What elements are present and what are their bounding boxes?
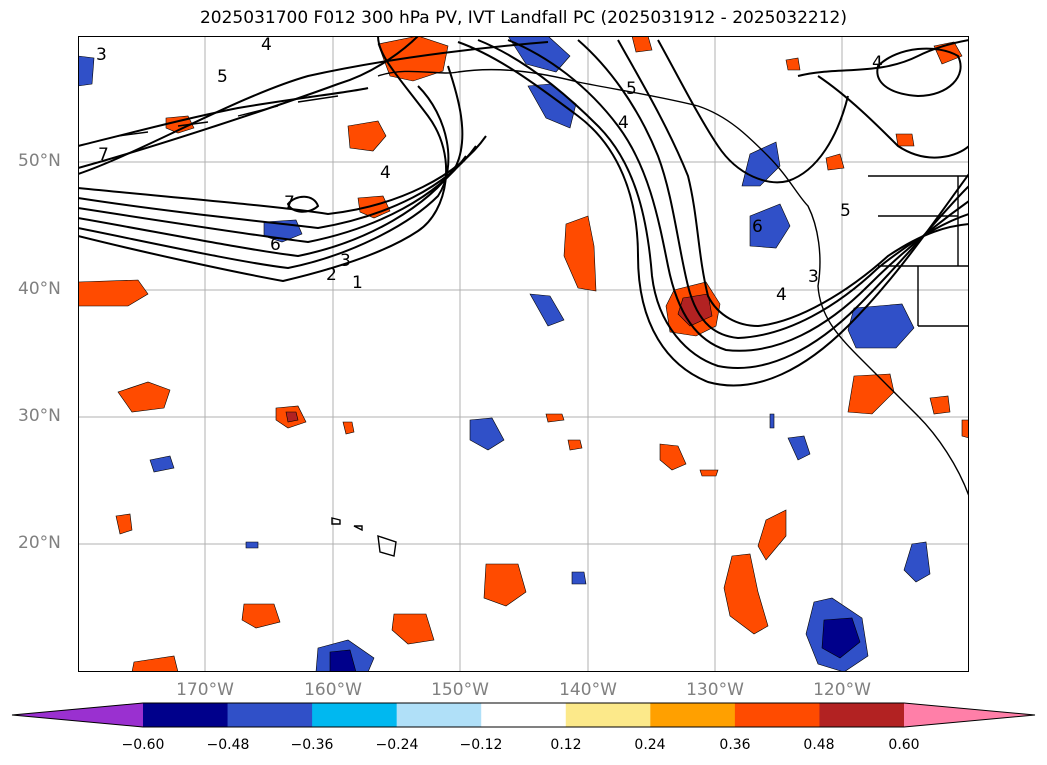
- colorbar-segment: [650, 703, 736, 727]
- colorbar-outline: [11, 702, 1036, 728]
- colorbar-tick: 0.12: [550, 737, 582, 753]
- map-canvas: 3 4 5 7 7 6 3 2 1 4 5 4 6 5 4 3 4: [78, 36, 969, 672]
- colorbar-segment: [312, 703, 398, 727]
- colorbar-tick: −0.60: [121, 737, 165, 753]
- colorbar-svg: [11, 702, 1036, 728]
- colorbar-tick: −0.36: [290, 737, 334, 753]
- colorbar-segment: [819, 703, 905, 727]
- lon-label: 150°W: [431, 680, 489, 700]
- lon-label: 170°W: [176, 680, 234, 700]
- pv-contours: [78, 36, 969, 387]
- contour-label-group: 3 4 5 7 7 6 3 2 1 4 5 4 6 5 4 3 4: [96, 36, 883, 305]
- colorbar-tick: 0.60: [888, 737, 920, 753]
- colorbar-segment: [143, 703, 229, 727]
- lon-label: 130°W: [686, 680, 744, 700]
- contour-label: 1: [352, 273, 363, 293]
- lon-label: 140°W: [559, 680, 617, 700]
- contour-label: 4: [872, 53, 883, 73]
- contour-label: 7: [284, 193, 295, 213]
- map-panel: 3 4 5 7 7 6 3 2 1 4 5 4 6 5 4 3 4: [78, 36, 969, 672]
- colorbar-segment: [565, 703, 651, 727]
- contour-label: 4: [776, 285, 787, 305]
- contour-label: 4: [380, 163, 391, 183]
- map-title: 2025031700 F012 300 hPa PV, IVT Landfall…: [199, 8, 847, 28]
- contour-label: 4: [618, 113, 629, 133]
- contour-label: 2: [326, 265, 337, 285]
- lat-label: 50°N: [18, 151, 61, 171]
- colorbar-segment: [734, 703, 820, 727]
- colorbar-tick: −0.24: [375, 737, 419, 753]
- contour-label: 5: [840, 201, 851, 221]
- colorbar-tick: 0.48: [803, 737, 835, 753]
- contour-label: 3: [340, 251, 351, 271]
- lat-label: 30°N: [18, 406, 61, 426]
- map-border: [78, 36, 969, 672]
- ivt-pc-shading: [78, 36, 969, 672]
- colorbar-left-arrow: [12, 703, 143, 727]
- colorbar: [0, 700, 1047, 765]
- contour-label: 3: [808, 267, 819, 287]
- contour-label: 5: [217, 67, 228, 87]
- lat-label: 20°N: [18, 533, 61, 553]
- contour-label: 6: [270, 235, 281, 255]
- colorbar-tick: −0.12: [459, 737, 503, 753]
- lon-label: 160°W: [304, 680, 362, 700]
- lat-label: 40°N: [18, 279, 61, 299]
- colorbar-segment: [396, 703, 482, 727]
- colorbar-right-arrow: [904, 703, 1035, 727]
- contour-label: 7: [98, 145, 109, 165]
- colorbar-segment: [481, 703, 567, 727]
- lon-label: 120°W: [813, 680, 871, 700]
- gridlines: [78, 36, 969, 672]
- contour-label: 6: [752, 217, 763, 237]
- contour-label: 3: [96, 45, 107, 65]
- colorbar-tick: −0.48: [206, 737, 250, 753]
- colorbar-segment: [227, 703, 313, 727]
- colorbar-tick: 0.24: [634, 737, 666, 753]
- contour-label: 4: [261, 36, 272, 55]
- colorbar-tick: 0.36: [719, 737, 751, 753]
- coastlines: [117, 68, 969, 557]
- contour-label: 5: [626, 79, 637, 99]
